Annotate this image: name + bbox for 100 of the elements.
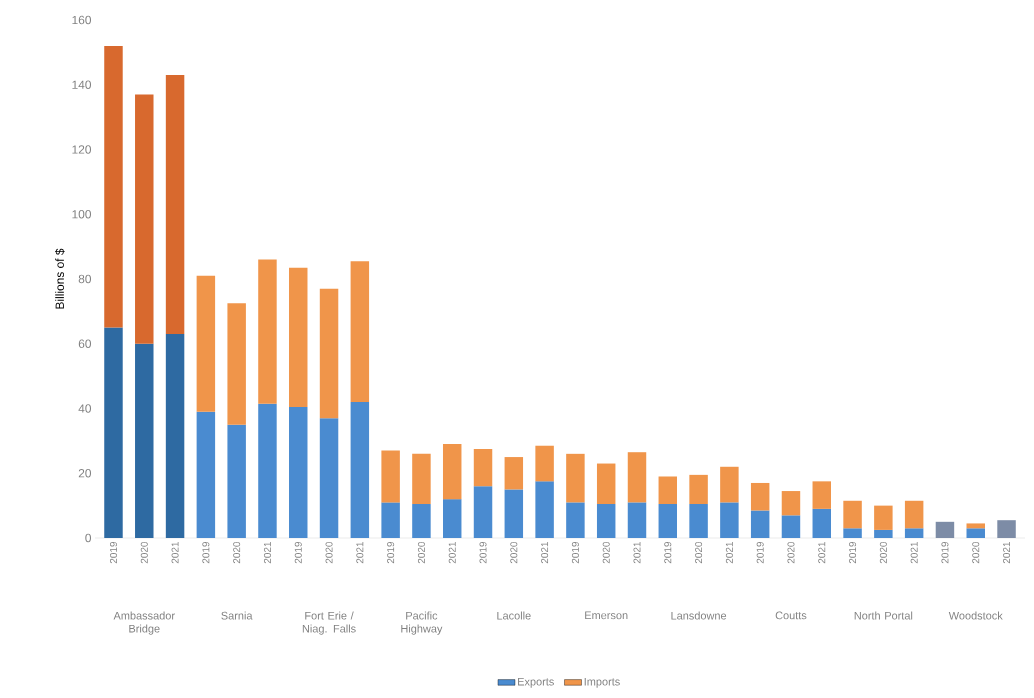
bar [966,523,985,529]
bar [935,521,955,538]
x-tick-label: 2019 [109,541,117,564]
x-tick-label: 2021 [541,542,549,564]
bar [720,466,739,503]
x-tick-label: 2020 [140,541,148,564]
bar [196,411,216,538]
x-tick-label: 2021 [448,542,456,564]
bar [658,476,678,505]
bar [258,259,277,404]
bar [473,448,493,487]
bar [504,489,524,538]
bar [812,508,831,538]
x-tick-label: 2020 [695,541,703,564]
bar [381,450,400,503]
text: Woodstock [948,611,1003,620]
x-tick-label: 2019 [849,541,857,564]
bar [104,327,123,538]
x-tick-label: 2019 [479,541,487,564]
bar [566,502,585,538]
bar [596,463,616,505]
bar [412,504,431,538]
text: Emerson [585,611,628,620]
bar [227,303,246,425]
bar [442,499,462,538]
y-tick-label: 60 [78,339,92,348]
x-tick-label: 2020 [233,541,241,564]
x-tick-label: 2021 [1003,542,1011,564]
bar [227,424,246,538]
y-tick-label: 40 [78,404,92,413]
text: Fort Erie / Niag. Falls [302,611,356,635]
y-tick-label: 140 [72,80,92,89]
x-tick-label: 2019 [664,541,672,564]
bar [658,504,678,538]
x-tick-label: 2020 [510,541,518,564]
x-tick-label: 2019 [941,541,949,564]
bar [165,75,185,335]
x-tick-label: 2021 [633,542,641,564]
x-tick-label: 2020 [879,541,887,564]
bar [350,402,370,538]
text: Lacolle [497,611,531,620]
y-tick-label: 100 [72,210,92,219]
x-tick-label: 2020 [417,541,425,564]
bar [319,288,339,419]
y-tick-label: 80 [78,274,92,284]
bar [904,500,924,529]
bar [289,406,308,538]
bar [720,502,739,538]
bar [843,500,862,529]
x-tick-label: 2021 [171,542,179,564]
bar [627,502,647,538]
bar [627,452,647,503]
y-tick-label: 0 [85,533,92,543]
bar [535,481,554,538]
bar [781,515,801,538]
x-tick-label: 2021 [725,542,733,564]
bar [135,94,154,344]
bar [319,418,339,538]
bar [535,445,554,482]
bar [258,403,277,538]
x-tick-label: 2019 [202,541,210,564]
bar [289,267,308,407]
x-tick-label: 2020 [787,541,795,564]
bar [843,528,862,538]
x-tick-label: 2019 [387,541,395,564]
x-tick-label: 2021 [818,542,826,564]
bar [473,486,493,538]
y-tick-label: 20 [78,469,92,478]
x-tick-label: 2020 [602,541,610,564]
bar [689,474,708,505]
bar [196,275,216,412]
legend-label: Exports [518,677,554,688]
bar [874,529,893,538]
x-tick-label: 2021 [356,542,364,564]
bar [689,504,708,538]
x-tick-label: 2019 [571,541,579,564]
bar [566,453,585,503]
bar [381,502,400,538]
x-tick-label: 2019 [294,541,302,564]
x-tick-label: 2021 [263,542,271,564]
bar [442,444,462,500]
bar [412,453,431,505]
text: Coutts [775,611,807,620]
bar [904,528,924,538]
legend-label: Imports [584,677,620,688]
x-tick-label: 2020 [325,541,333,564]
y-tick-label: 160 [72,15,92,25]
text: Sarnia [221,611,253,620]
bar [750,482,770,511]
bar [596,504,616,538]
bar [966,528,985,538]
bar [104,45,123,328]
bar [504,457,524,490]
bar [812,481,831,509]
x-tick-label: 2020 [972,541,980,564]
x-tick-label: 2021 [910,542,918,564]
text: Ambassador Bridge [113,611,175,635]
x-tick-label: 2019 [756,541,764,564]
y-axis-title: Billions of $ [55,248,65,309]
bar [874,505,893,530]
